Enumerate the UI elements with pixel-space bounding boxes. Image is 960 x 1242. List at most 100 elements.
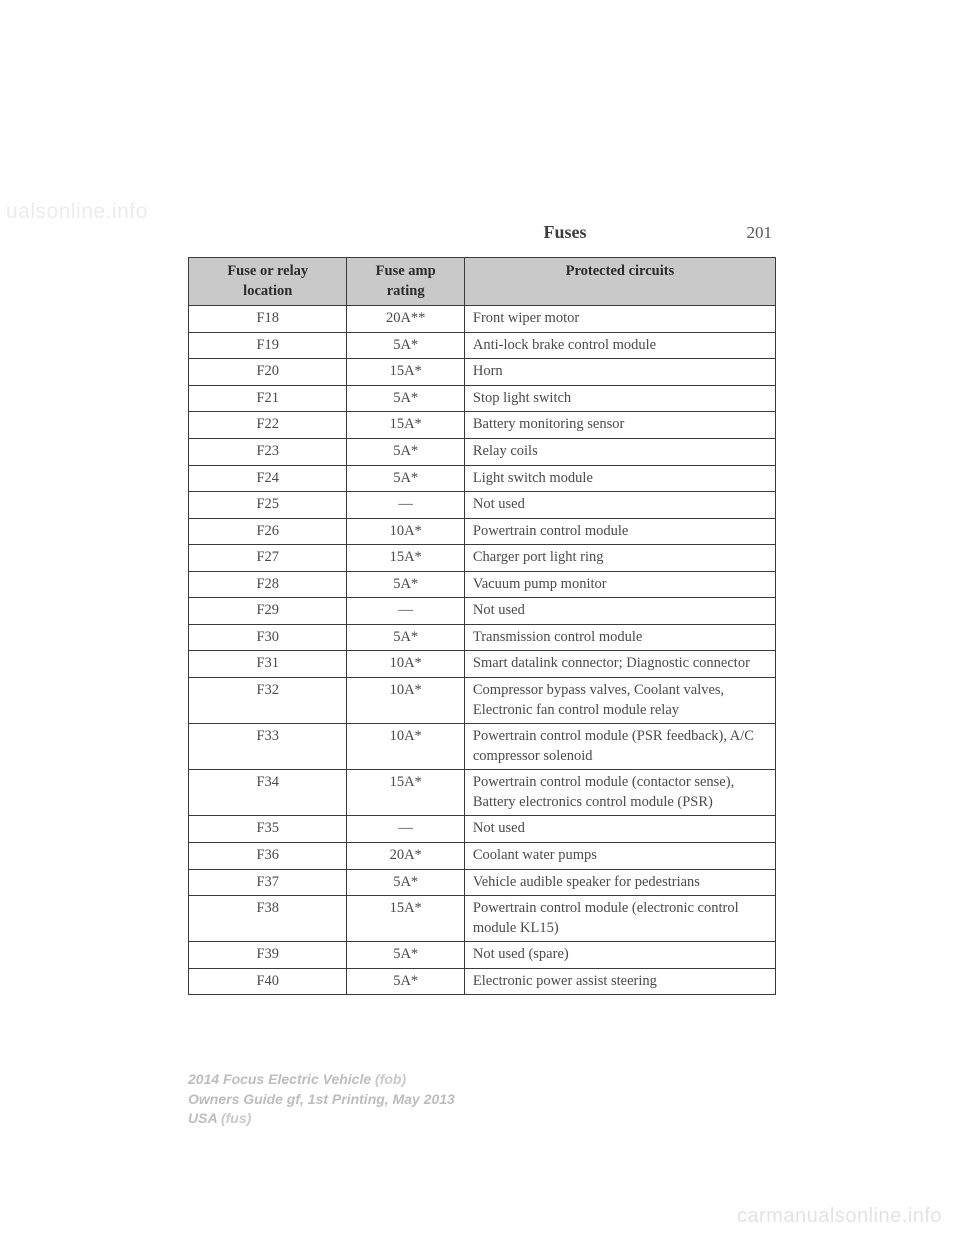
cell-location: F20 — [189, 359, 347, 386]
cell-circuit: Relay coils — [464, 438, 775, 465]
cell-location: F37 — [189, 869, 347, 896]
table-row: F1820A**Front wiper motor — [189, 306, 776, 333]
cell-circuit: Not used — [464, 816, 775, 843]
table-row: F3620A*Coolant water pumps — [189, 842, 776, 869]
cell-circuit: Transmission control module — [464, 624, 775, 651]
cell-circuit: Vacuum pump monitor — [464, 571, 775, 598]
table-row: F3815A*Powertrain control module (electr… — [189, 896, 776, 942]
cell-amp: 5A* — [347, 438, 464, 465]
cell-location: F40 — [189, 968, 347, 995]
col-header-amp: Fuse amprating — [347, 258, 464, 306]
cell-location: F26 — [189, 518, 347, 545]
section-title: Fuses — [543, 222, 586, 243]
table-row: F2015A*Horn — [189, 359, 776, 386]
cell-circuit: Battery monitoring sensor — [464, 412, 775, 439]
table-row: F25—Not used — [189, 492, 776, 519]
cell-circuit: Powertrain control module (contactor sen… — [464, 770, 775, 816]
cell-amp: 20A* — [347, 842, 464, 869]
cell-amp: 10A* — [347, 651, 464, 678]
cell-amp: 15A* — [347, 412, 464, 439]
cell-amp: 15A* — [347, 545, 464, 572]
cell-location: F25 — [189, 492, 347, 519]
col-header-text: Protected circuits — [566, 263, 675, 279]
cell-circuit: Light switch module — [464, 465, 775, 492]
table-row: F3415A*Powertrain control module (contac… — [189, 770, 776, 816]
table-row: F375A*Vehicle audible speaker for pedest… — [189, 869, 776, 896]
cell-amp: 20A** — [347, 306, 464, 333]
cell-location: F24 — [189, 465, 347, 492]
table-row: F235A*Relay coils — [189, 438, 776, 465]
cell-amp: 5A* — [347, 465, 464, 492]
cell-location: F19 — [189, 332, 347, 359]
footer-text-light: (fus) — [221, 1110, 251, 1126]
fuse-table: Fuse or relaylocation Fuse amprating Pro… — [188, 257, 776, 995]
col-header-text: Fuse or relaylocation — [227, 263, 308, 299]
footer-text: USA — [188, 1110, 221, 1126]
table-row: F3110A*Smart datalink connector; Diagnos… — [189, 651, 776, 678]
cell-location: F28 — [189, 571, 347, 598]
cell-location: F31 — [189, 651, 347, 678]
table-row: F245A*Light switch module — [189, 465, 776, 492]
table-row: F3310A*Powertrain control module (PSR fe… — [189, 724, 776, 770]
cell-location: F34 — [189, 770, 347, 816]
cell-amp: 15A* — [347, 770, 464, 816]
cell-circuit: Vehicle audible speaker for pedestrians — [464, 869, 775, 896]
cell-circuit: Not used — [464, 598, 775, 625]
cell-circuit: Stop light switch — [464, 385, 775, 412]
cell-circuit: Anti-lock brake control module — [464, 332, 775, 359]
cell-circuit: Charger port light ring — [464, 545, 775, 572]
table-row: F3210A*Compressor bypass valves, Coolant… — [189, 678, 776, 724]
cell-location: F18 — [189, 306, 347, 333]
cell-amp: 5A* — [347, 942, 464, 969]
col-header-location: Fuse or relaylocation — [189, 258, 347, 306]
cell-amp: 10A* — [347, 724, 464, 770]
cell-circuit: Not used (spare) — [464, 942, 775, 969]
cell-location: F39 — [189, 942, 347, 969]
footer-line-3: USA (fus) — [188, 1109, 455, 1129]
cell-location: F35 — [189, 816, 347, 843]
cell-amp: 10A* — [347, 678, 464, 724]
cell-amp: — — [347, 492, 464, 519]
cell-amp: 5A* — [347, 624, 464, 651]
watermark-top: ualsonline.info — [6, 200, 148, 224]
cell-circuit: Smart datalink connector; Diagnostic con… — [464, 651, 775, 678]
table-row: F29—Not used — [189, 598, 776, 625]
footer: 2014 Focus Electric Vehicle (fob) Owners… — [188, 1070, 455, 1129]
cell-location: F38 — [189, 896, 347, 942]
cell-amp: 5A* — [347, 571, 464, 598]
footer-line-2: Owners Guide gf, 1st Printing, May 2013 — [188, 1090, 455, 1110]
col-header-circuits: Protected circuits — [464, 258, 775, 306]
page-content: Fuses 201 Fuse or relaylocation Fuse amp… — [188, 222, 776, 995]
table-header-row: Fuse or relaylocation Fuse amprating Pro… — [189, 258, 776, 306]
table-row: F35—Not used — [189, 816, 776, 843]
cell-circuit: Compressor bypass valves, Coolant valves… — [464, 678, 775, 724]
cell-location: F32 — [189, 678, 347, 724]
cell-amp: 5A* — [347, 385, 464, 412]
page-number: 201 — [747, 223, 773, 243]
footer-text: 2014 Focus Electric Vehicle — [188, 1071, 375, 1087]
footer-text-light: (fob) — [375, 1071, 406, 1087]
cell-amp: — — [347, 816, 464, 843]
cell-amp: — — [347, 598, 464, 625]
cell-circuit: Coolant water pumps — [464, 842, 775, 869]
footer-line-1: 2014 Focus Electric Vehicle (fob) — [188, 1070, 455, 1090]
cell-location: F21 — [189, 385, 347, 412]
cell-location: F33 — [189, 724, 347, 770]
cell-circuit: Electronic power assist steering — [464, 968, 775, 995]
table-row: F395A*Not used (spare) — [189, 942, 776, 969]
cell-location: F23 — [189, 438, 347, 465]
cell-circuit: Powertrain control module — [464, 518, 775, 545]
table-row: F215A*Stop light switch — [189, 385, 776, 412]
cell-circuit: Powertrain control module (PSR feedback)… — [464, 724, 775, 770]
table-row: F2715A*Charger port light ring — [189, 545, 776, 572]
cell-circuit: Front wiper motor — [464, 306, 775, 333]
cell-location: F27 — [189, 545, 347, 572]
table-row: F405A*Electronic power assist steering — [189, 968, 776, 995]
table-row: F195A*Anti-lock brake control module — [189, 332, 776, 359]
page-header: Fuses 201 — [188, 222, 776, 243]
table-row: F305A*Transmission control module — [189, 624, 776, 651]
col-header-text: Fuse amprating — [376, 263, 436, 299]
table-row: F285A*Vacuum pump monitor — [189, 571, 776, 598]
watermark: carmanualsonline.info — [0, 1205, 960, 1228]
cell-circuit: Powertrain control module (electronic co… — [464, 896, 775, 942]
